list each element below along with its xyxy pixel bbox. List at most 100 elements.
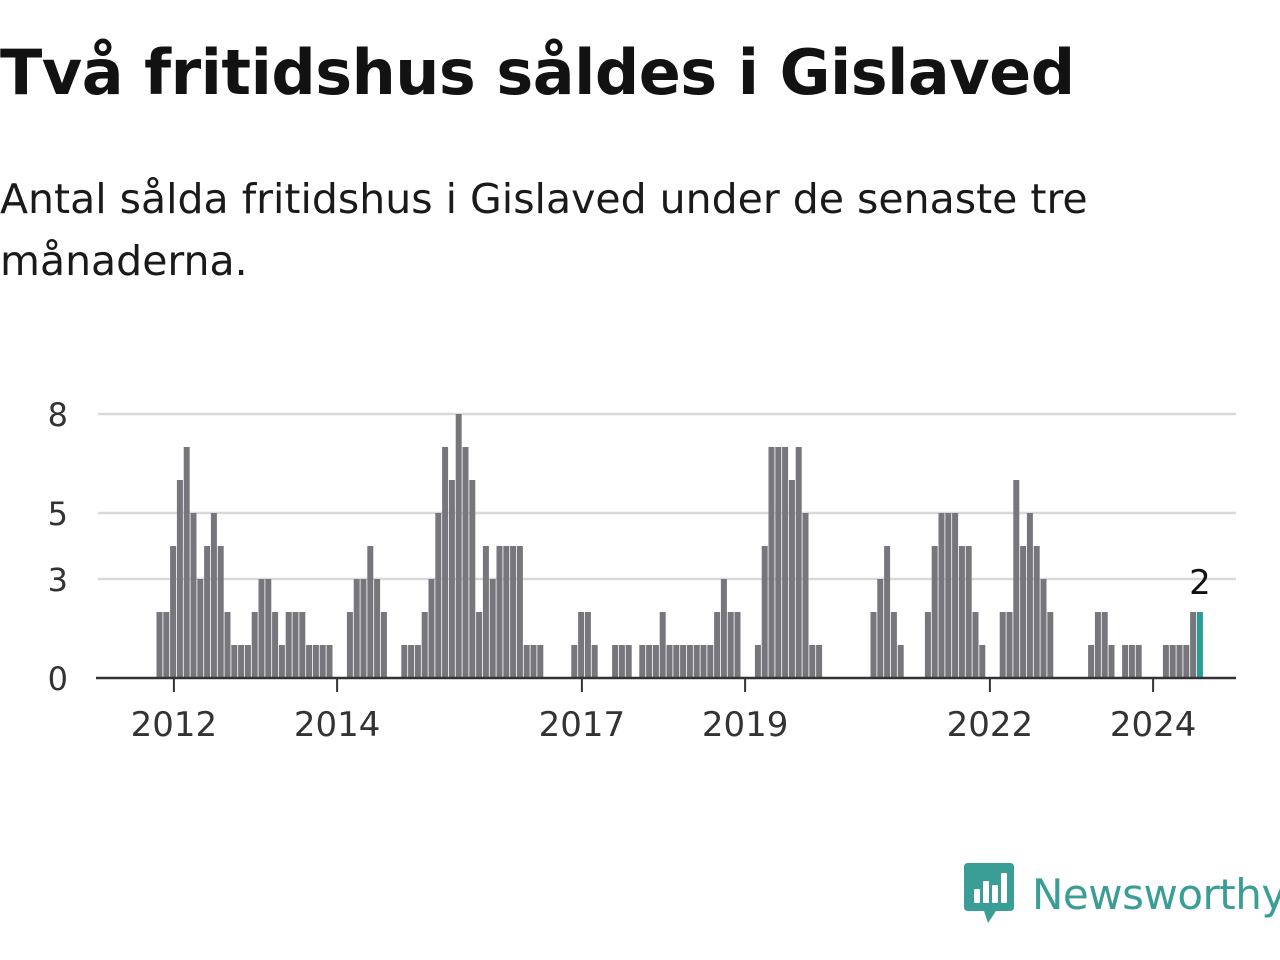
data-labels: 2 <box>1189 563 1211 603</box>
y-tick-label: 3 <box>48 561 68 599</box>
x-tick-label: 2012 <box>131 705 218 745</box>
bar <box>258 579 265 678</box>
bar <box>455 414 462 678</box>
bar <box>1040 579 1047 678</box>
bar <box>1135 645 1142 678</box>
bar <box>401 645 408 678</box>
bar <box>720 579 727 678</box>
bar <box>591 645 598 678</box>
bar <box>312 645 319 678</box>
bar <box>761 546 768 678</box>
bar <box>979 645 986 678</box>
bar <box>952 513 959 678</box>
y-tick-label: 5 <box>48 495 68 533</box>
bar <box>625 645 632 678</box>
bar <box>680 645 687 678</box>
bar <box>156 612 163 678</box>
bars <box>156 414 1203 678</box>
y-tick-label: 0 <box>48 660 68 698</box>
bar <box>190 513 197 678</box>
bar <box>945 513 952 678</box>
bar <box>244 645 251 678</box>
bar <box>870 612 877 678</box>
bar <box>1047 612 1054 678</box>
bar <box>265 579 272 678</box>
grid-lines <box>98 412 1236 581</box>
bar <box>1176 645 1183 678</box>
bar <box>462 447 469 678</box>
bar <box>319 645 326 678</box>
bar <box>414 645 421 678</box>
bar <box>374 579 381 678</box>
bar <box>380 612 387 678</box>
bar <box>1108 645 1115 678</box>
x-axis: 2012 2014 2017 2019 2022 2024 <box>96 676 1236 745</box>
bar <box>754 645 761 678</box>
bar <box>367 546 374 678</box>
bar <box>714 612 721 678</box>
bar <box>224 612 231 678</box>
bar <box>1033 546 1040 678</box>
bar <box>516 546 523 678</box>
bar <box>965 546 972 678</box>
bar <box>768 447 775 678</box>
bar <box>931 546 938 678</box>
bar <box>1162 645 1169 678</box>
y-tick-label: 8 <box>48 396 68 434</box>
bar-highlight <box>1196 612 1203 678</box>
bar <box>646 645 653 678</box>
bar <box>1190 612 1197 678</box>
brand-name: Newsworthy <box>1032 869 1280 919</box>
bar <box>482 546 489 678</box>
bar <box>537 645 544 678</box>
bar <box>210 513 217 678</box>
bar <box>938 513 945 678</box>
bar <box>1183 645 1190 678</box>
bar <box>231 645 238 678</box>
bar <box>639 645 646 678</box>
bar <box>693 645 700 678</box>
bar <box>448 480 455 678</box>
bar <box>1094 612 1101 678</box>
bar <box>775 447 782 678</box>
bar <box>659 612 666 678</box>
bar <box>924 612 931 678</box>
chart-title: Två fritidshus såldes i Gislaved <box>0 36 1075 109</box>
bar <box>584 612 591 678</box>
bar <box>1128 645 1135 678</box>
bar <box>238 645 245 678</box>
data-label: 2 <box>1189 563 1211 603</box>
bar <box>1101 612 1108 678</box>
bar <box>578 612 585 678</box>
bar <box>510 546 517 678</box>
bar <box>1006 612 1013 678</box>
bar <box>727 612 734 678</box>
bar <box>877 579 884 678</box>
bar <box>795 447 802 678</box>
bar <box>170 546 177 678</box>
bar <box>1122 645 1129 678</box>
bar <box>884 546 891 678</box>
bar <box>299 612 306 678</box>
bar-chart: 0 3 5 8 2012 2014 2017 2019 2022 2024 2 <box>48 396 1236 745</box>
bar <box>999 612 1006 678</box>
bar <box>285 612 292 678</box>
bar <box>897 645 904 678</box>
bar <box>707 645 714 678</box>
bar <box>176 480 183 678</box>
brand: Newsworthy <box>964 862 1280 926</box>
newsworthy-logo-icon <box>964 863 1014 923</box>
bar <box>197 579 204 678</box>
bar <box>353 579 360 678</box>
bar <box>306 645 313 678</box>
bar <box>469 480 476 678</box>
bar <box>890 612 897 678</box>
bar <box>782 447 789 678</box>
y-axis: 0 3 5 8 <box>48 396 68 698</box>
bar <box>666 645 673 678</box>
bar <box>734 612 741 678</box>
bar <box>408 645 415 678</box>
bar <box>360 579 367 678</box>
bar <box>292 612 299 678</box>
bar <box>673 645 680 678</box>
